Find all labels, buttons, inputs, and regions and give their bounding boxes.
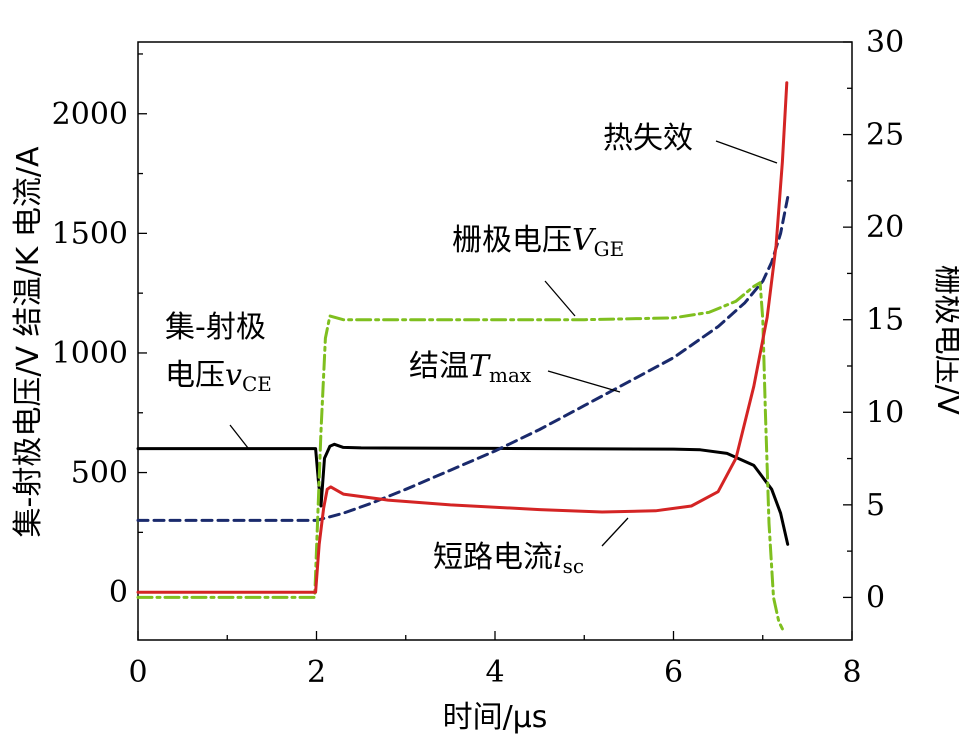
annotation-hot: 热失效 <box>603 121 693 156</box>
annotation-leaders <box>229 140 778 547</box>
right-y-tick-label: 20 <box>866 210 904 245</box>
x-tick-label: 2 <box>307 655 326 690</box>
left-y-tick-label: 2000 <box>52 97 128 132</box>
annotation-tmax: 结温Tmax <box>409 349 532 387</box>
left-y-tick-label: 1500 <box>52 216 128 251</box>
annotation-tmax-sub: max <box>489 363 532 387</box>
series-layer <box>136 81 790 631</box>
x-tick-label: 0 <box>128 655 147 690</box>
x-tick-label: 4 <box>485 655 504 690</box>
annotation-tmax-text: 结温 <box>409 349 469 384</box>
annotation-vge-sub: GE <box>594 237 625 261</box>
right-y-axis-title: 栅极电压/V <box>930 265 959 416</box>
leader-hot <box>715 140 778 164</box>
leader-tmax <box>547 370 621 393</box>
series-line-2 <box>136 281 784 631</box>
right-y-tick-label: 15 <box>866 303 904 338</box>
right-y-tick-label: 30 <box>866 25 904 60</box>
annotation-isc-text: 短路电流 <box>433 540 553 575</box>
annotation-isc: 短路电流isc <box>433 540 584 578</box>
series-line-1 <box>136 196 790 522</box>
annotation-vge: 栅极电压VGE <box>452 223 624 261</box>
annotation-vce-line2: 电压vCE <box>165 358 272 396</box>
x-tick-label: 8 <box>842 655 861 690</box>
annotation-tmax-var: T <box>469 349 491 384</box>
x-tick-label: 6 <box>664 655 683 690</box>
right-y-tick-label: 10 <box>866 395 904 430</box>
leader-isc <box>601 517 629 547</box>
annotation-vce-line1: 集-射极 <box>165 310 266 345</box>
annotation-vce-sub: CE <box>242 372 272 396</box>
left-y-axis-title: 集-射极电压/V 结温/K 电流/A <box>11 146 46 537</box>
annotation-vce-var: v <box>225 358 242 393</box>
right-y-axis-ticks: 0 5 10 15 20 25 30 <box>843 25 904 615</box>
series-line-0 <box>136 442 790 546</box>
leader-vce <box>229 424 249 449</box>
x-axis-ticks: 0 2 4 6 8 <box>128 631 862 690</box>
left-y-axis-ticks: 0 500 1000 1500 2000 <box>52 53 147 610</box>
annotation-vge-var: V <box>572 223 597 258</box>
series-line-3 <box>136 81 789 594</box>
right-y-tick-label: 25 <box>866 118 904 153</box>
annotation-vce-text: 电压 <box>165 358 225 393</box>
annotation-vge-text: 栅极电压 <box>452 223 572 258</box>
x-axis-title: 时间/μs <box>443 700 548 735</box>
left-y-tick-label: 0 <box>109 575 128 610</box>
right-y-tick-label: 0 <box>866 580 885 615</box>
left-y-tick-label: 1000 <box>52 336 128 371</box>
annotation-isc-sub: sc <box>563 554 584 578</box>
leader-vge <box>544 280 576 317</box>
left-y-tick-label: 500 <box>71 456 128 491</box>
right-y-tick-label: 5 <box>866 488 885 523</box>
annotation-isc-var: i <box>553 540 563 575</box>
